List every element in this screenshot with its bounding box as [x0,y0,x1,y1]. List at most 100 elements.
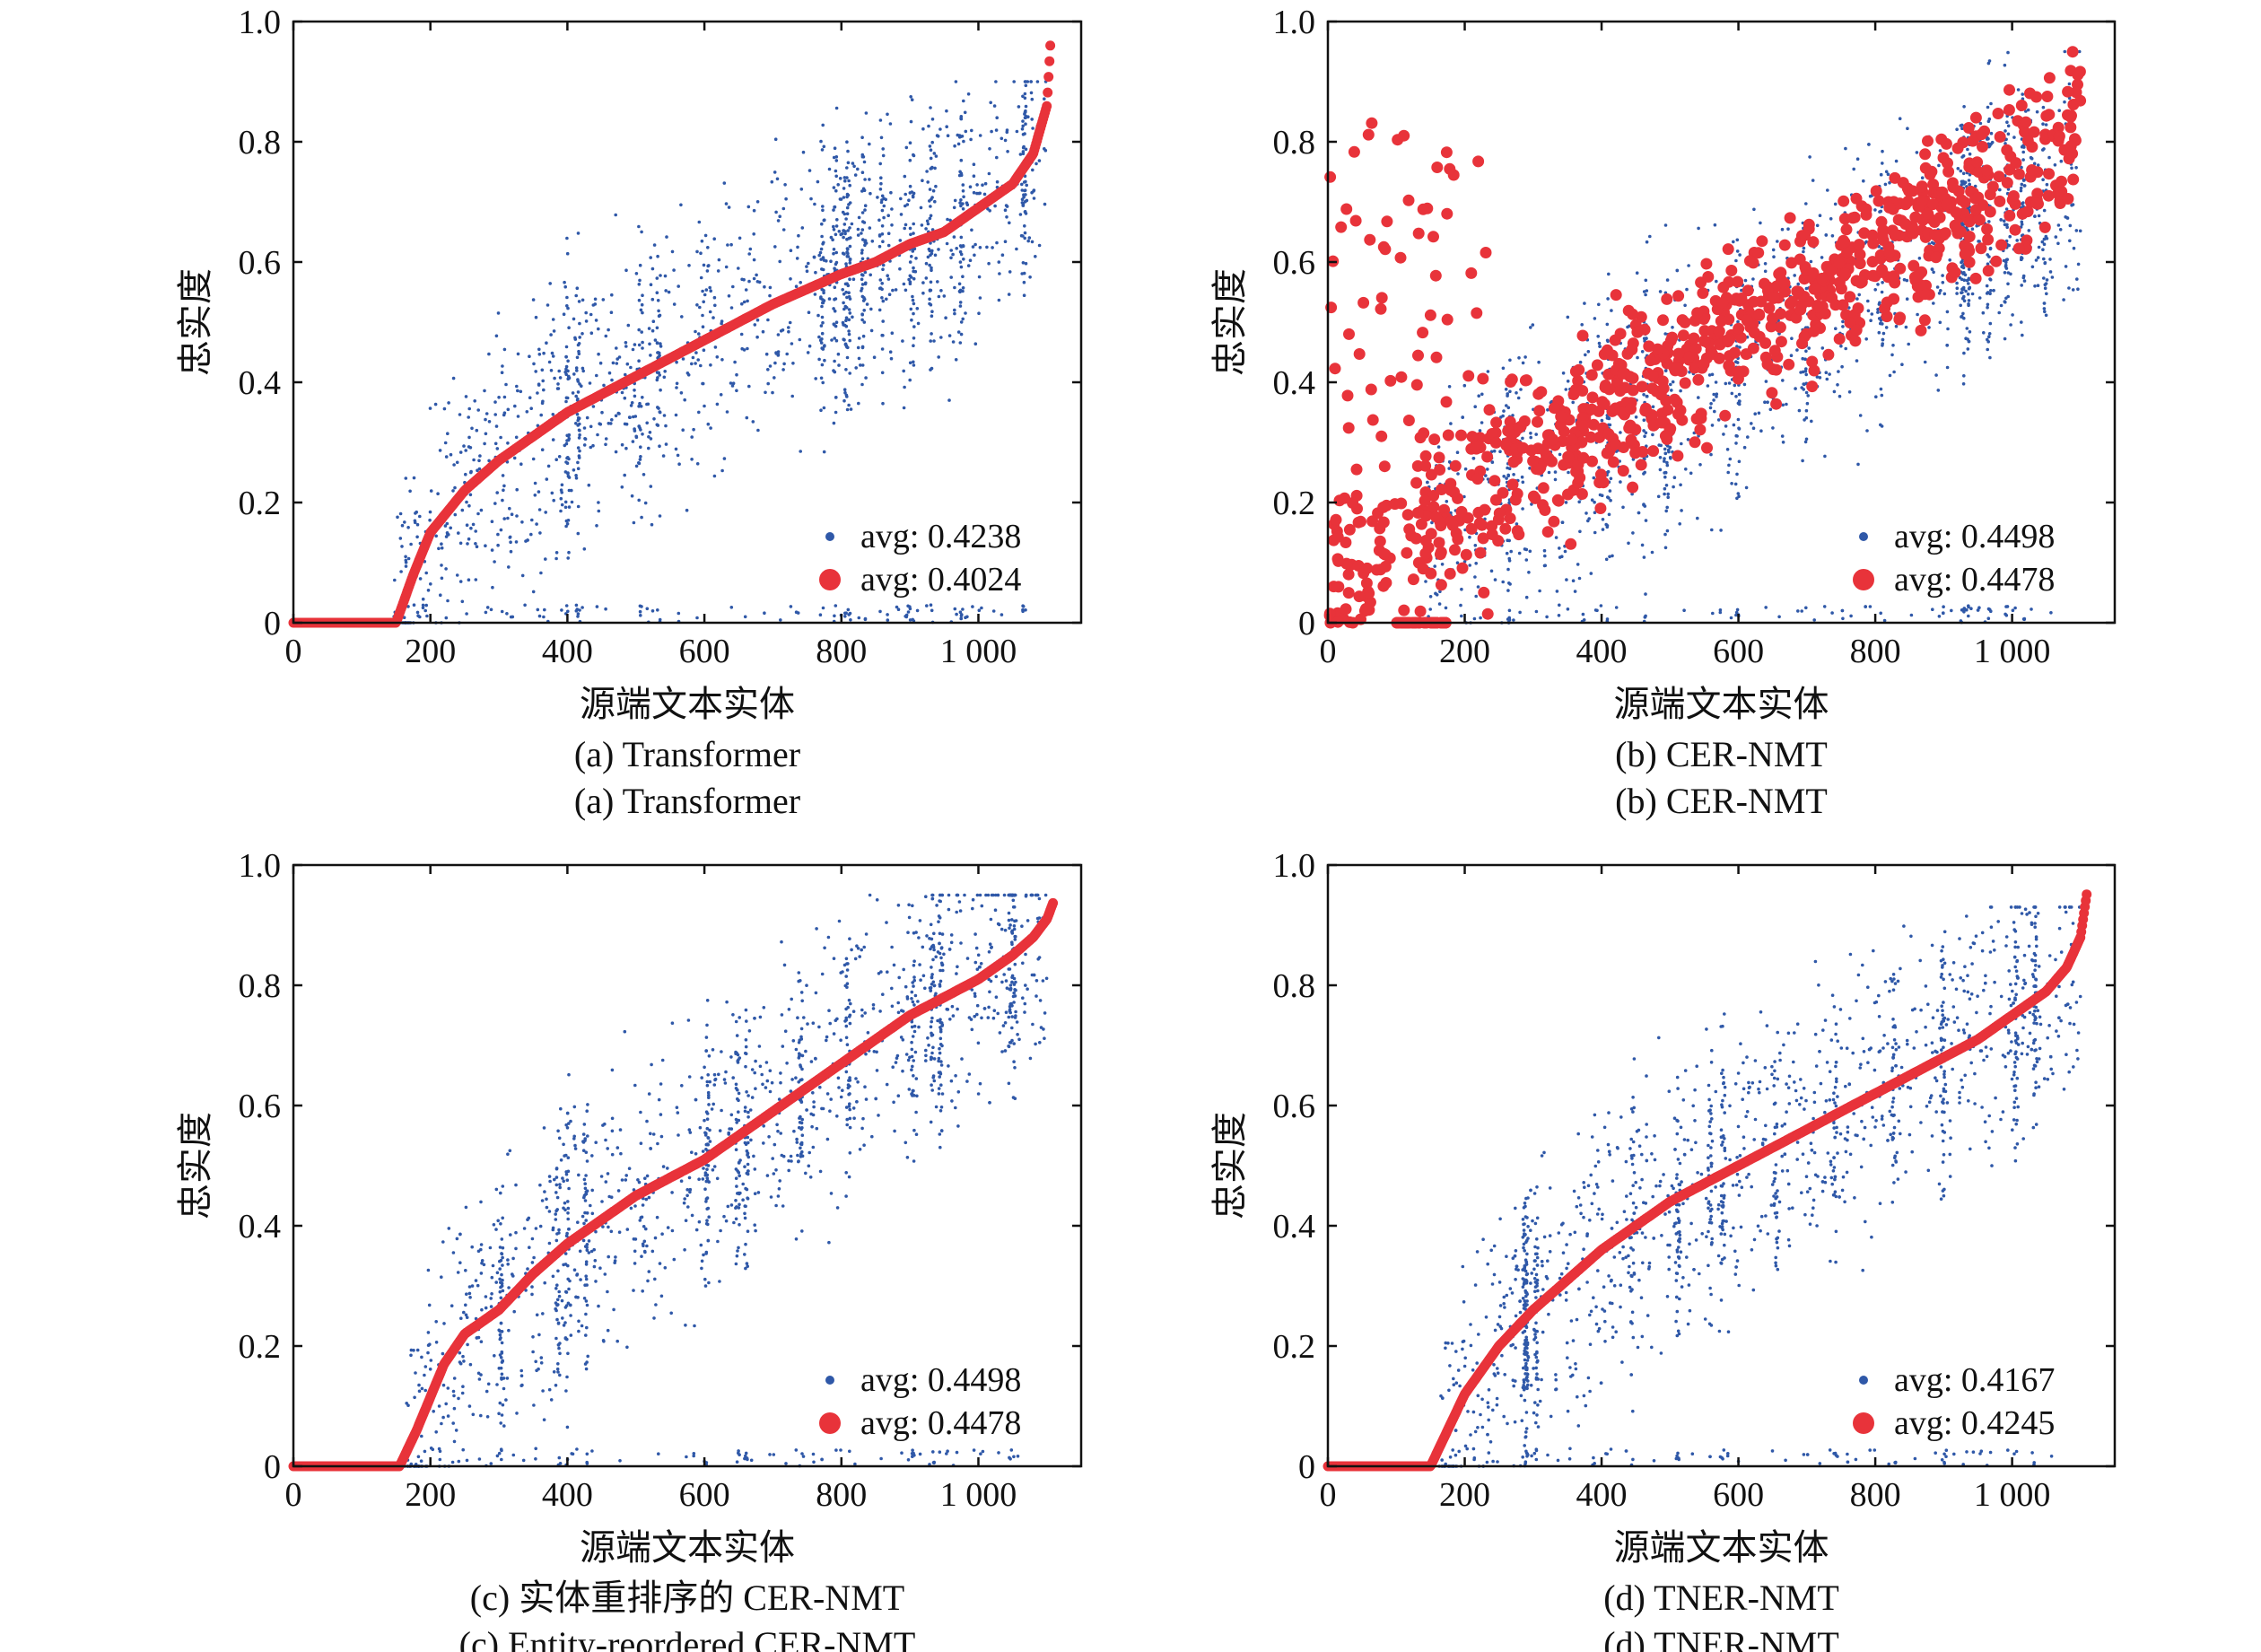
blue-point [637,405,641,408]
blue-point [658,444,661,449]
blue-point [2005,258,2009,262]
blue-point [909,275,913,279]
blue-point [845,407,850,412]
blue-point [493,413,497,416]
blue-point [404,564,408,568]
red-point [1756,235,1768,248]
blue-point [928,302,931,306]
blue-point [977,275,982,279]
blue-point [908,282,912,286]
blue-point [742,300,746,304]
blue-point [479,508,484,512]
blue-point [638,401,642,406]
blue-point [842,323,847,328]
blue-point [576,460,580,465]
blue-point [973,342,978,346]
plot-frame [292,20,1083,625]
blue-point [1753,412,1757,416]
blue-point [1986,61,1991,66]
blue-point [2021,158,2025,162]
blue-point [1697,396,1700,399]
blue-point [1698,463,1702,467]
blue-point [652,243,657,247]
blue-point [719,393,723,397]
blue-point [645,421,649,425]
blue-point [1428,595,1433,599]
blue-point [904,615,907,618]
blue-point [959,198,963,202]
blue-point [1474,594,1478,599]
blue-point [1022,193,1026,197]
blue-point [476,511,480,516]
blue-point [1663,451,1668,456]
blue-point [755,200,760,204]
blue-point [1521,507,1524,511]
blue-point [1024,83,1028,88]
blue-point [1537,360,1541,364]
red-point [2003,209,2016,222]
red-point [1481,450,1494,463]
blue-point [2077,49,2082,54]
blue-point [709,363,712,367]
blue-point [1724,381,1728,386]
blue-point [773,376,776,380]
blue-point [1988,277,1992,281]
blue-point [624,446,628,450]
blue-point [2020,320,2023,324]
red-point [1585,369,1598,381]
blue-point [1460,587,1463,591]
blue-point [805,265,808,268]
blue-point [650,328,655,333]
blue-point [1763,269,1768,274]
blue-point [1619,480,1622,484]
blue-point [2074,166,2078,170]
blue-point [930,332,933,336]
blue-point [778,259,781,264]
blue-point [844,290,848,294]
blue-point [814,270,817,275]
red-point [1490,416,1503,429]
blue-point [881,240,885,244]
blue-point [1000,253,1005,258]
blue-point [912,311,915,316]
blue-point [1697,226,1700,231]
caption-line-1: (a) Transformer [574,734,800,774]
blue-point [890,223,894,227]
blue-point [832,224,835,229]
blue-point [646,402,650,406]
blue-point [859,363,862,367]
blue-point [505,460,510,464]
blue-point [959,252,964,257]
blue-point [763,611,766,615]
blue-point [409,542,413,546]
blue-point [1832,389,1837,394]
blue-point [925,170,929,173]
blue-point [1987,335,1991,339]
red-point [1043,87,1053,98]
blue-point [860,249,864,252]
blue-point [472,458,476,462]
red-point [1389,498,1401,511]
blue-point [2006,282,2010,286]
blue-point [649,354,652,357]
blue-point [1521,361,1525,365]
blue-point [554,458,558,461]
blue-point [727,205,731,209]
blue-point [1534,609,1539,614]
blue-point [1520,475,1524,479]
blue-point [566,519,571,522]
blue-point [1023,92,1027,96]
blue-point [991,246,994,249]
blue-point [829,235,834,240]
blue-point [499,435,502,440]
blue-point [609,422,613,425]
blue-point [656,376,659,380]
blue-point [860,318,864,322]
blue-point [746,346,749,351]
blue-point [930,266,933,270]
blue-point [557,369,561,373]
red-point [1909,211,1922,223]
blue-point [1735,607,1740,612]
blue-point [821,380,825,385]
blue-point [798,337,802,342]
